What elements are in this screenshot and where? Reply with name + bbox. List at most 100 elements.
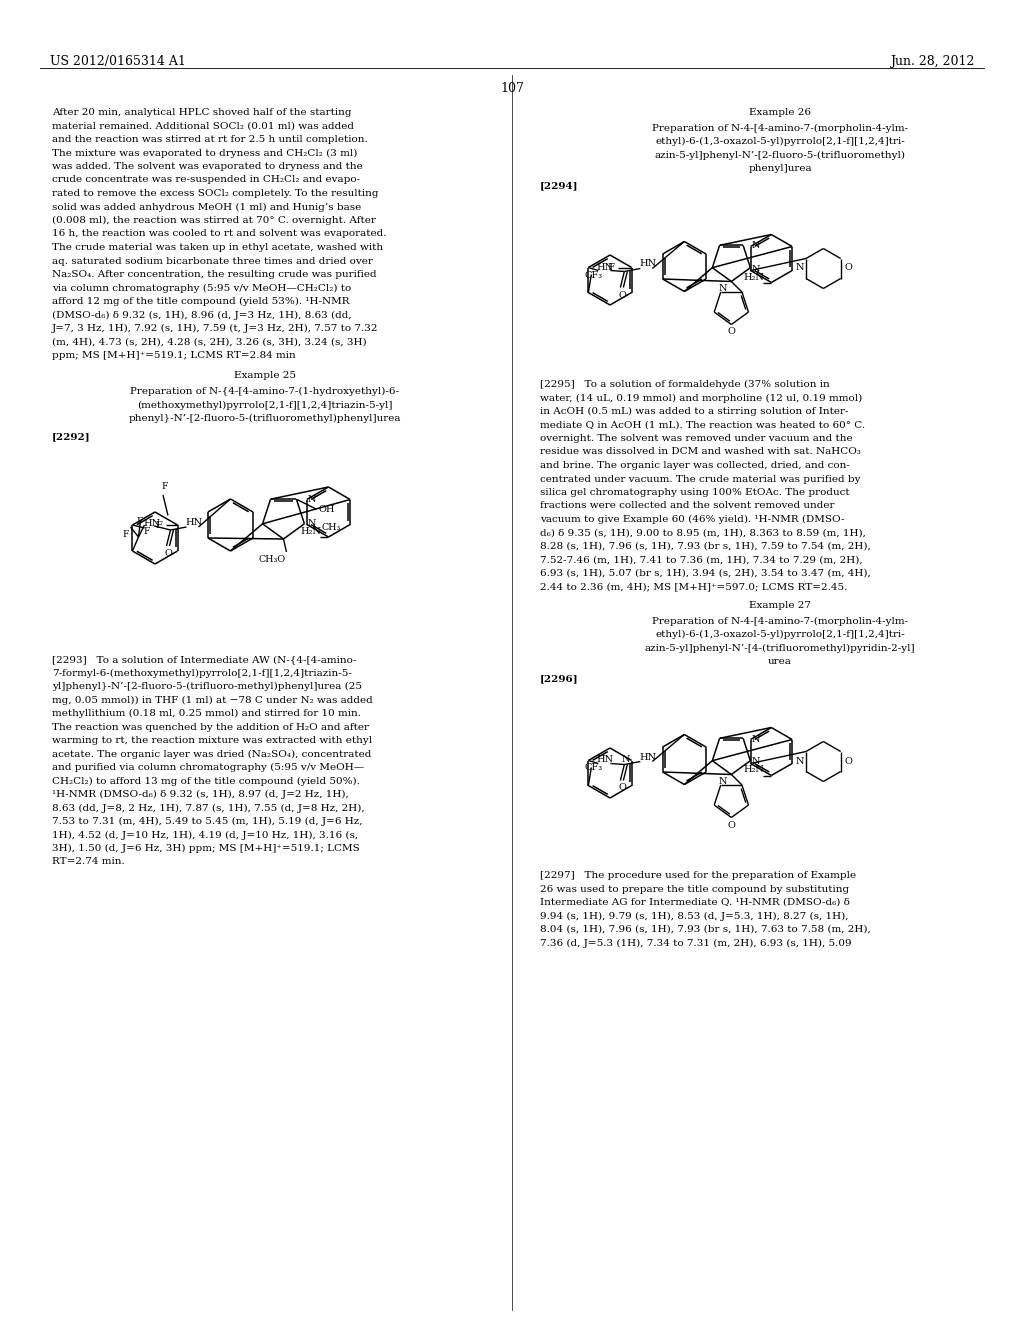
- Text: 2.44 to 2.36 (m, 4H); MS [M+H]⁺=597.0; LCMS RT=2.45.: 2.44 to 2.36 (m, 4H); MS [M+H]⁺=597.0; L…: [540, 582, 848, 591]
- Text: N: N: [796, 264, 804, 272]
- Text: O: O: [618, 784, 627, 792]
- Text: d₆) δ 9.35 (s, 1H), 9.00 to 8.95 (m, 1H), 8.363 to 8.59 (m, 1H),: d₆) δ 9.35 (s, 1H), 9.00 to 8.95 (m, 1H)…: [540, 528, 866, 537]
- Text: mg, 0.05 mmol)) in THF (1 ml) at −78 C under N₂ was added: mg, 0.05 mmol)) in THF (1 ml) at −78 C u…: [52, 696, 373, 705]
- Text: Preparation of N-4-[4-amino-7-(morpholin-4-ylm-: Preparation of N-4-[4-amino-7-(morpholin…: [652, 124, 908, 132]
- Text: F: F: [136, 517, 143, 525]
- Text: O: O: [727, 327, 735, 337]
- Text: crude concentrate was re-suspended in CH₂Cl₂ and evapo-: crude concentrate was re-suspended in CH…: [52, 176, 360, 185]
- Text: Example 26: Example 26: [749, 108, 811, 117]
- Text: [2292]: [2292]: [52, 433, 91, 441]
- Text: Na₂SO₄. After concentration, the resulting crude was purified: Na₂SO₄. After concentration, the resulti…: [52, 271, 377, 279]
- Text: material remained. Additional SOCl₂ (0.01 ml) was added: material remained. Additional SOCl₂ (0.0…: [52, 121, 354, 131]
- Text: ethyl)-6-(1,3-oxazol-5-yl)pyrrolo[2,1-f][1,2,4]tri-: ethyl)-6-(1,3-oxazol-5-yl)pyrrolo[2,1-f]…: [655, 137, 905, 147]
- Text: RT=2.74 min.: RT=2.74 min.: [52, 858, 125, 866]
- Text: N: N: [796, 756, 804, 766]
- Text: phenyl]urea: phenyl]urea: [749, 164, 812, 173]
- Text: Preparation of N-{4-[4-amino-7-(1-hydroxyethyl)-6-: Preparation of N-{4-[4-amino-7-(1-hydrox…: [130, 387, 399, 396]
- Text: 26 was used to prepare the title compound by substituting: 26 was used to prepare the title compoun…: [540, 884, 849, 894]
- Text: O: O: [165, 549, 172, 558]
- Text: N: N: [622, 755, 630, 764]
- Text: mediate Q in AcOH (1 mL). The reaction was heated to 60° C.: mediate Q in AcOH (1 mL). The reaction w…: [540, 421, 865, 429]
- Text: 107: 107: [500, 82, 524, 95]
- Text: Preparation of N-4-[4-amino-7-(morpholin-4-ylm-: Preparation of N-4-[4-amino-7-(morpholin…: [652, 616, 908, 626]
- Text: ppm; MS [M+H]⁺=519.1; LCMS RT=2.84 min: ppm; MS [M+H]⁺=519.1; LCMS RT=2.84 min: [52, 351, 296, 360]
- Text: F: F: [123, 531, 129, 539]
- Text: 7.52-7.46 (m, 1H), 7.41 to 7.36 (m, 1H), 7.34 to 7.29 (m, 2H),: 7.52-7.46 (m, 1H), 7.41 to 7.36 (m, 1H),…: [540, 556, 862, 565]
- Text: CF₃: CF₃: [585, 763, 602, 772]
- Text: [2297]   The procedure used for the preparation of Example: [2297] The procedure used for the prepar…: [540, 871, 856, 880]
- Text: and the reaction was stirred at rt for 2.5 h until completion.: and the reaction was stirred at rt for 2…: [52, 135, 368, 144]
- Text: [2296]: [2296]: [540, 675, 579, 684]
- Text: was added. The solvent was evaporated to dryness and the: was added. The solvent was evaporated to…: [52, 162, 362, 172]
- Text: and brine. The organic layer was collected, dried, and con-: and brine. The organic layer was collect…: [540, 461, 850, 470]
- Text: HN: HN: [639, 260, 656, 268]
- Text: [2295]   To a solution of formaldehyde (37% solution in: [2295] To a solution of formaldehyde (37…: [540, 380, 829, 389]
- Text: HN: HN: [596, 755, 613, 764]
- Text: centrated under vacuum. The crude material was purified by: centrated under vacuum. The crude materi…: [540, 474, 860, 483]
- Text: (methoxymethyl)pyrrolo[2,1-f][1,2,4]triazin-5-yl]: (methoxymethyl)pyrrolo[2,1-f][1,2,4]tria…: [137, 400, 393, 409]
- Text: F: F: [143, 527, 150, 536]
- Text: 8.63 (dd, J=8, 2 Hz, 1H), 7.87 (s, 1H), 7.55 (d, J=8 Hz, 2H),: 8.63 (dd, J=8, 2 Hz, 1H), 7.87 (s, 1H), …: [52, 804, 365, 813]
- Text: O: O: [845, 756, 852, 766]
- Text: The reaction was quenched by the addition of H₂O and after: The reaction was quenched by the additio…: [52, 722, 369, 731]
- Text: CH₃O: CH₃O: [258, 554, 286, 564]
- Text: 8.28 (s, 1H), 7.96 (s, 1H), 7.93 (br s, 1H), 7.59 to 7.54 (m, 2H),: 8.28 (s, 1H), 7.96 (s, 1H), 7.93 (br s, …: [540, 543, 870, 550]
- Text: N: N: [308, 495, 316, 503]
- Text: HN: HN: [143, 519, 161, 528]
- Text: azin-5-yl]phenyl-N’-[2-fluoro-5-(trifluoromethyl): azin-5-yl]phenyl-N’-[2-fluoro-5-(trifluo…: [654, 150, 905, 160]
- Text: Example 25: Example 25: [234, 371, 296, 380]
- Text: rated to remove the excess SOCl₂ completely. To the resulting: rated to remove the excess SOCl₂ complet…: [52, 189, 379, 198]
- Text: J=7, 3 Hz, 1H), 7.92 (s, 1H), 7.59 (t, J=3 Hz, 2H), 7.57 to 7.32: J=7, 3 Hz, 1H), 7.92 (s, 1H), 7.59 (t, J…: [52, 323, 379, 333]
- Text: ethyl)-6-(1,3-oxazol-5-yl)pyrrolo[2,1-f][1,2,4]tri-: ethyl)-6-(1,3-oxazol-5-yl)pyrrolo[2,1-f]…: [655, 630, 905, 639]
- Text: Jun. 28, 2012: Jun. 28, 2012: [890, 55, 974, 69]
- Text: 7.36 (d, J=5.3 (1H), 7.34 to 7.31 (m, 2H), 6.93 (s, 1H), 5.09: 7.36 (d, J=5.3 (1H), 7.34 to 7.31 (m, 2H…: [540, 939, 852, 948]
- Text: [2293]   To a solution of Intermediate AW (N-{4-[4-amino-: [2293] To a solution of Intermediate AW …: [52, 655, 356, 664]
- Text: HN: HN: [639, 752, 656, 762]
- Text: F: F: [156, 521, 163, 531]
- Text: urea: urea: [768, 657, 792, 667]
- Text: 7.53 to 7.31 (m, 4H), 5.49 to 5.45 (m, 1H), 5.19 (d, J=6 Hz,: 7.53 to 7.31 (m, 4H), 5.49 to 5.45 (m, 1…: [52, 817, 362, 826]
- Text: (m, 4H), 4.73 (s, 2H), 4.28 (s, 2H), 3.26 (s, 3H), 3.24 (s, 3H): (m, 4H), 4.73 (s, 2H), 4.28 (s, 2H), 3.2…: [52, 338, 367, 346]
- Text: CF₃: CF₃: [585, 271, 602, 280]
- Text: HN: HN: [596, 263, 613, 272]
- Text: [2294]: [2294]: [540, 181, 579, 190]
- Text: F: F: [607, 264, 614, 272]
- Text: The mixture was evaporated to dryness and CH₂Cl₂ (3 ml): The mixture was evaporated to dryness an…: [52, 149, 357, 157]
- Text: phenyl}-N’-[2-fluoro-5-(trifluoromethyl)phenyl]urea: phenyl}-N’-[2-fluoro-5-(trifluoromethyl)…: [129, 414, 401, 424]
- Text: H₂N: H₂N: [300, 527, 322, 536]
- Text: O: O: [845, 264, 852, 272]
- Text: warming to rt, the reaction mixture was extracted with ethyl: warming to rt, the reaction mixture was …: [52, 737, 372, 744]
- Text: Intermediate AG for Intermediate Q. ¹H-NMR (DMSO-d₆) δ: Intermediate AG for Intermediate Q. ¹H-N…: [540, 898, 850, 907]
- Text: ¹H-NMR (DMSO-d₆) δ 9.32 (s, 1H), 8.97 (d, J=2 Hz, 1H),: ¹H-NMR (DMSO-d₆) δ 9.32 (s, 1H), 8.97 (d…: [52, 789, 349, 799]
- Text: solid was added anhydrous MeOH (1 ml) and Hunig’s base: solid was added anhydrous MeOH (1 ml) an…: [52, 202, 361, 211]
- Text: overnight. The solvent was removed under vacuum and the: overnight. The solvent was removed under…: [540, 434, 853, 444]
- Text: aq. saturated sodium bicarbonate three times and dried over: aq. saturated sodium bicarbonate three t…: [52, 256, 373, 265]
- Text: O: O: [618, 290, 627, 300]
- Text: water, (14 uL, 0.19 mmol) and morpholine (12 ul, 0.19 mmol): water, (14 uL, 0.19 mmol) and morpholine…: [540, 393, 862, 403]
- Text: in AcOH (0.5 mL) was added to a stirring solution of Inter-: in AcOH (0.5 mL) was added to a stirring…: [540, 407, 849, 416]
- Text: N: N: [752, 264, 760, 273]
- Text: 9.94 (s, 1H), 9.79 (s, 1H), 8.53 (d, J=5.3, 1H), 8.27 (s, 1H),: 9.94 (s, 1H), 9.79 (s, 1H), 8.53 (d, J=5…: [540, 912, 849, 920]
- Text: H₂N: H₂N: [743, 272, 764, 281]
- Text: The crude material was taken up in ethyl acetate, washed with: The crude material was taken up in ethyl…: [52, 243, 383, 252]
- Text: via column chromatography (5:95 v/v MeOH—CH₂Cl₂) to: via column chromatography (5:95 v/v MeOH…: [52, 284, 351, 293]
- Text: 8.04 (s, 1H), 7.96 (s, 1H), 7.93 (br s, 1H), 7.63 to 7.58 (m, 2H),: 8.04 (s, 1H), 7.96 (s, 1H), 7.93 (br s, …: [540, 925, 870, 935]
- Text: CH₃: CH₃: [322, 523, 341, 532]
- Text: fractions were collected and the solvent removed under: fractions were collected and the solvent…: [540, 502, 835, 511]
- Text: Example 27: Example 27: [749, 601, 811, 610]
- Text: methyllithium (0.18 ml, 0.25 mmol) and stirred for 10 min.: methyllithium (0.18 ml, 0.25 mmol) and s…: [52, 709, 361, 718]
- Text: N: N: [719, 777, 727, 785]
- Text: F: F: [161, 482, 167, 491]
- Text: H₂N: H₂N: [743, 766, 764, 775]
- Text: HN: HN: [185, 517, 203, 527]
- Text: azin-5-yl]phenyl-N’-[4-(trifluoromethyl)pyridin-2-yl]: azin-5-yl]phenyl-N’-[4-(trifluoromethyl)…: [645, 644, 915, 652]
- Text: yl]phenyl}-N’-[2-fluoro-5-(trifluoro-methyl)phenyl]urea (25: yl]phenyl}-N’-[2-fluoro-5-(trifluoro-met…: [52, 682, 362, 692]
- Text: 1H), 4.52 (d, J=10 Hz, 1H), 4.19 (d, J=10 Hz, 1H), 3.16 (s,: 1H), 4.52 (d, J=10 Hz, 1H), 4.19 (d, J=1…: [52, 830, 358, 840]
- Text: N: N: [308, 519, 316, 528]
- Text: CH₂Cl₂) to afford 13 mg of the title compound (yield 50%).: CH₂Cl₂) to afford 13 mg of the title com…: [52, 776, 359, 785]
- Text: N: N: [752, 758, 760, 767]
- Text: (DMSO-d₆) δ 9.32 (s, 1H), 8.96 (d, J=3 Hz, 1H), 8.63 (dd,: (DMSO-d₆) δ 9.32 (s, 1H), 8.96 (d, J=3 H…: [52, 310, 351, 319]
- Text: 6.93 (s, 1H), 5.07 (br s, 1H), 3.94 (s, 2H), 3.54 to 3.47 (m, 4H),: 6.93 (s, 1H), 5.07 (br s, 1H), 3.94 (s, …: [540, 569, 870, 578]
- Text: OH: OH: [318, 506, 335, 515]
- Text: residue was dissolved in DCM and washed with sat. NaHCO₃: residue was dissolved in DCM and washed …: [540, 447, 861, 457]
